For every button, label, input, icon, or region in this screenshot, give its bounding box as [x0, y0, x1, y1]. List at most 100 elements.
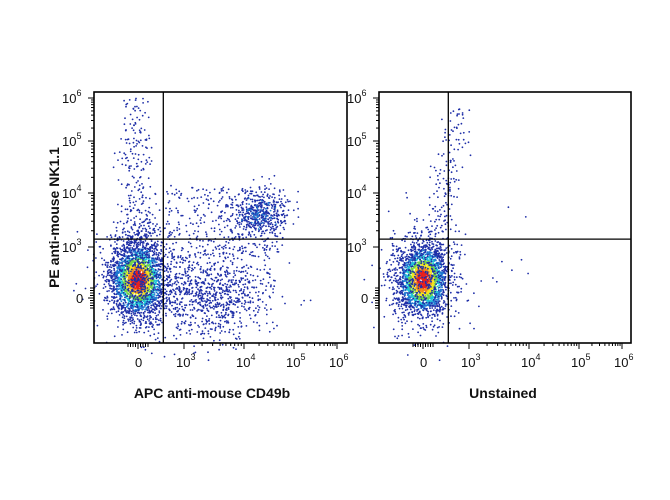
event-dot: [158, 340, 161, 343]
event-dot: [165, 314, 168, 317]
event-dot: [150, 294, 152, 297]
event-dot: [231, 310, 233, 313]
event-dot: [252, 309, 255, 312]
event-dot: [153, 333, 156, 336]
event-dot: [114, 252, 116, 255]
event-dot: [122, 302, 125, 304]
event-dot: [151, 326, 154, 328]
event-dot: [144, 310, 146, 313]
event-dot: [232, 279, 234, 281]
event-dot: [139, 285, 142, 288]
event-dot: [165, 307, 168, 309]
event-dot: [148, 134, 150, 137]
event-dot: [254, 279, 257, 281]
event-dot: [112, 296, 114, 299]
event-dot: [253, 233, 256, 236]
event-dot: [139, 314, 142, 316]
event-dot: [237, 205, 240, 208]
event-dot: [133, 239, 136, 242]
event-dot: [197, 301, 200, 304]
event-dot: [120, 278, 123, 280]
event-dot: [218, 228, 221, 231]
event-dot: [116, 247, 119, 250]
event-dot: [106, 278, 108, 281]
event-dot: [141, 183, 143, 185]
event-dot: [275, 223, 277, 226]
event-dot: [273, 211, 275, 213]
event-dot: [129, 297, 131, 299]
event-dot: [202, 188, 205, 191]
event-dot: [128, 183, 130, 186]
event-dot: [220, 314, 223, 317]
event-dot: [117, 203, 119, 206]
event-dot: [127, 159, 130, 162]
event-dot: [130, 273, 133, 276]
event-dot: [129, 276, 132, 279]
event-dot: [171, 301, 174, 304]
event-dot: [177, 281, 180, 284]
event-dot: [204, 300, 206, 302]
event-dot: [178, 196, 180, 199]
event-dot: [189, 316, 192, 319]
event-dot: [268, 178, 271, 180]
event-dot: [133, 222, 136, 225]
event-dot: [145, 276, 148, 279]
event-dot: [129, 242, 131, 245]
event-dot: [268, 225, 270, 228]
event-dot: [119, 294, 122, 297]
event-dot: [110, 270, 113, 272]
event-dot: [193, 266, 196, 269]
event-dot: [151, 213, 154, 216]
event-dot: [264, 185, 266, 187]
event-dot: [153, 328, 156, 331]
event-dot: [253, 224, 256, 227]
event-dot: [154, 225, 157, 227]
event-dot: [127, 281, 130, 284]
event-dot: [224, 244, 227, 247]
event-dot: [220, 274, 223, 277]
event-dot: [138, 141, 141, 144]
event-dot: [129, 285, 132, 288]
event-dot: [207, 332, 210, 335]
event-dot: [232, 289, 235, 292]
event-dot: [165, 277, 168, 280]
event-dot: [283, 216, 286, 219]
event-dot: [243, 289, 245, 291]
event-dot: [149, 302, 151, 305]
event-dot: [131, 290, 133, 293]
event-dot: [197, 324, 200, 327]
event-dot: [115, 226, 118, 229]
event-dot: [166, 263, 169, 265]
event-dot: [249, 317, 252, 320]
event-dot: [218, 283, 221, 286]
event-dot: [112, 260, 114, 263]
event-dot: [117, 319, 120, 322]
event-dot: [158, 233, 161, 236]
event-dot: [112, 285, 115, 288]
event-dot: [273, 285, 276, 288]
event-dot: [202, 293, 205, 296]
event-dot: [179, 293, 181, 296]
event-dot: [257, 222, 259, 224]
event-dot: [297, 216, 300, 219]
event-dot: [137, 241, 140, 244]
event-dot: [204, 250, 207, 252]
event-dot: [106, 299, 109, 302]
event-dot: [145, 146, 147, 149]
event-dot: [165, 248, 168, 251]
event-dot: [124, 296, 126, 299]
event-dot: [115, 261, 118, 264]
event-dot: [207, 292, 209, 295]
event-dot: [208, 273, 211, 276]
event-dot: [135, 165, 138, 168]
event-dot: [119, 220, 122, 223]
event-dot: [228, 272, 231, 275]
event-dot: [259, 196, 261, 198]
event-dot: [157, 279, 160, 282]
event-dot: [137, 270, 140, 273]
event-dot: [265, 225, 267, 228]
event-dot: [193, 205, 196, 208]
event-dot: [226, 290, 229, 293]
event-dot: [179, 277, 182, 280]
event-dot: [232, 328, 235, 331]
